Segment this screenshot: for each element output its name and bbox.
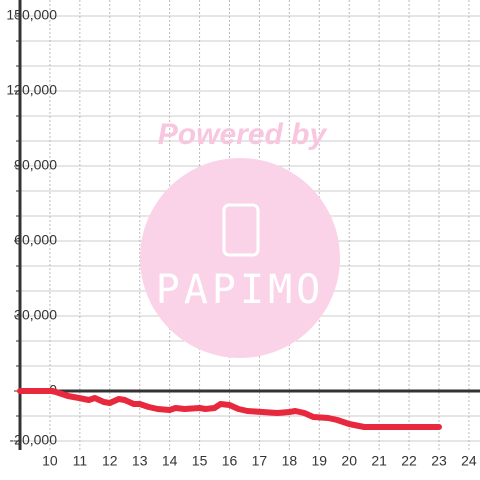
x-tick-label: 20 xyxy=(341,453,357,469)
x-tick-label: 13 xyxy=(132,453,148,469)
y-tick-label: 90,000 xyxy=(14,157,57,173)
y-tick-label: 60,000 xyxy=(14,232,57,248)
watermark-logo: PAPIMO xyxy=(156,267,325,313)
x-tick-label: 18 xyxy=(282,453,298,469)
watermark-text: Powered by xyxy=(158,118,328,151)
x-tick-label: 17 xyxy=(252,453,268,469)
x-tick-label: 11 xyxy=(73,453,88,469)
x-tick-label: 12 xyxy=(102,453,118,469)
y-tick-label: 120,000 xyxy=(6,82,57,98)
x-tick-label: 24 xyxy=(461,453,477,469)
x-tick-label: 22 xyxy=(401,453,417,469)
x-tick-label: 21 xyxy=(371,453,387,469)
data-line xyxy=(17,388,442,430)
watermark-phone xyxy=(222,203,260,257)
x-tick-label: 14 xyxy=(162,453,178,469)
watermark: Powered by PAPIMO xyxy=(140,118,340,358)
watermark-circle xyxy=(140,158,340,358)
y-tick-label: -20,000 xyxy=(10,432,58,448)
x-tick-label: 16 xyxy=(222,453,238,469)
y-tick-label: 150,000 xyxy=(6,7,57,23)
x-tick-label: 23 xyxy=(431,453,447,469)
y-tick-label: 30,000 xyxy=(14,307,57,323)
x-tick-label: 10 xyxy=(42,453,58,469)
x-tick-label: 15 xyxy=(192,453,208,469)
x-tick-label: 19 xyxy=(311,453,327,469)
